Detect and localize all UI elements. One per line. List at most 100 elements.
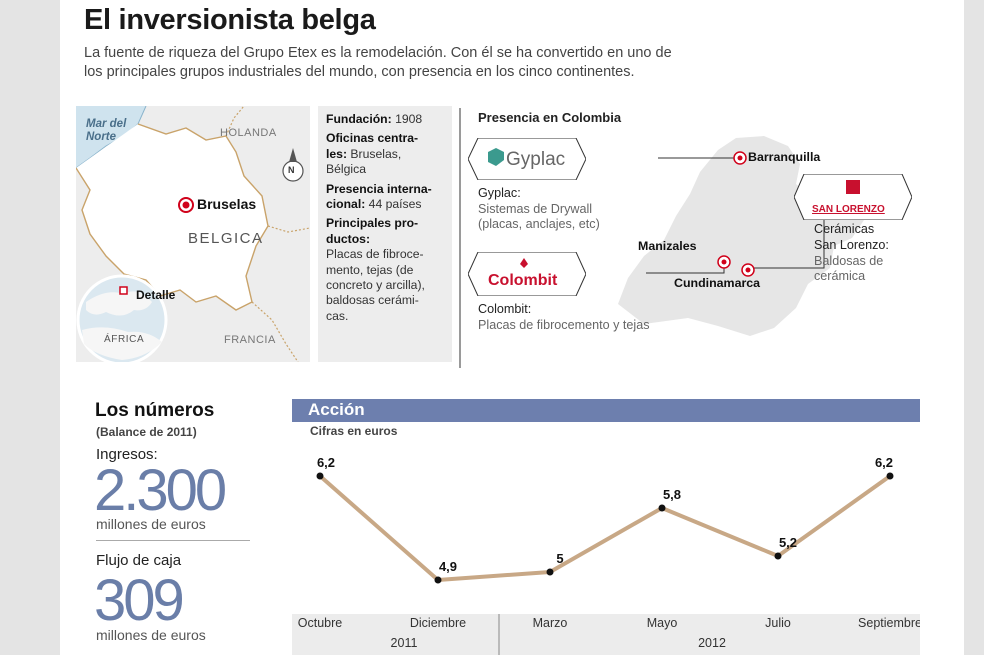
page-title: El inversionista belga [84, 4, 376, 36]
productos-line-1: Placas de fibroce- [326, 247, 424, 262]
series-line [318, 474, 892, 582]
belgium-shape [76, 123, 269, 311]
gyplac-desc-2: (placas, anclajes, etc) [478, 217, 600, 231]
year-label: 2011 [391, 636, 418, 650]
colombit-logo-box [468, 252, 586, 296]
data-point [546, 568, 554, 576]
productos-line-5: cas. [326, 308, 349, 323]
sanlorenzo-name-1: Cerámicas [814, 222, 875, 236]
colombit-desc: Placas de fibrocemento y tejas [478, 318, 650, 332]
globe-africa-land [82, 327, 162, 360]
chart-title: Acción [308, 400, 365, 419]
data-label: 5 [556, 551, 563, 566]
fundacion-value: 1908 [395, 112, 423, 126]
productos-line-4: baldosas cerámi- [326, 293, 419, 308]
colombit-logo-text: Colombit [488, 272, 558, 289]
presencia-row: Presencia interna- cional: 44 países [326, 182, 444, 213]
presencia-value: 44 países [368, 197, 422, 212]
detalle-label: Detalle [136, 288, 176, 302]
presencia-label-2: cional: [326, 197, 366, 212]
numbers-title: Los números [95, 400, 215, 421]
productos-row: Principales pro- ductos: Placas de fibro… [326, 216, 444, 324]
data-point [774, 552, 782, 560]
sanlorenzo-logo-text: SAN LORENZO [812, 204, 885, 215]
chart-subtitle: Cifras en euros [310, 424, 398, 438]
colombia-title: Presencia en Colombia [478, 110, 622, 125]
colombit-name: Colombit: [478, 302, 532, 316]
x-axis-band [292, 614, 920, 655]
productos-label-1: Principales pro- [326, 216, 419, 231]
sanlorenzo-logo-box [794, 174, 912, 220]
x-tick-label: Septiembre [858, 616, 920, 630]
francia-label: FRANCIA [224, 334, 276, 346]
productos-label-2: ductos: [326, 231, 371, 246]
chart-header-bar: Acción [292, 399, 920, 422]
sea-label-line-1: Mar del [86, 118, 127, 130]
sanlorenzo-desc-1: Baldosas de [814, 254, 884, 268]
oficinas-value-2: Bélgica [326, 162, 366, 177]
ingresos-unit: millones de euros [96, 516, 206, 532]
gyplac-desc-1: Sistemas de Drywall [478, 202, 593, 216]
x-tick-label: Marzo [533, 616, 568, 630]
sea-label: Mar del Norte [86, 118, 126, 144]
france-east-border [251, 301, 299, 362]
company-info-box: Fundación: 1908 Oficinas centra- les: Br… [318, 106, 452, 362]
section-divider [459, 108, 461, 368]
data-label: 5,2 [779, 535, 797, 550]
globe-europe-land [86, 291, 152, 316]
holanda-label: HOLANDA [220, 127, 277, 139]
numbers-divider [96, 540, 250, 541]
bruselas-label: Bruselas [197, 196, 257, 212]
data-label: 6,2 [875, 455, 893, 470]
bruselas-marker-dot [182, 201, 190, 209]
presencia-label-1: Presencia interna- [326, 181, 432, 196]
gyplac-name: Gyplac: [478, 186, 521, 200]
oficinas-label-1: Oficinas centra- [326, 131, 419, 146]
productos-line-3: concreto y arcilla), [326, 278, 425, 293]
cundinamarca-label: Cundinamarca [674, 276, 761, 290]
colombit-icon [520, 258, 528, 268]
belgium-map: Mar del Norte HOLANDA N Bruselas BELGICA… [76, 106, 310, 362]
detail-marker [119, 286, 128, 295]
gyplac-logo-text: Gyplac [506, 149, 566, 170]
data-point [658, 504, 666, 512]
belgica-label: BELGICA [188, 230, 264, 247]
line-chart: 6,2 Octubre 4,9 Diciembre 5 Marzo 5,8 Mayo 5,2 Ju… [292, 455, 920, 655]
numbers-subtitle: (Balance de 2011) [96, 425, 197, 439]
gyplac-icon [488, 148, 504, 166]
x-tick-label: Octubre [298, 616, 343, 630]
ingresos-value: 2.300 [94, 458, 227, 523]
data-point [886, 472, 894, 480]
fundacion-row: Fundación: 1908 [326, 112, 444, 127]
data-label: 5,8 [663, 487, 681, 502]
infographic-canvas: El inversionista belga La fuente de riqu… [60, 0, 964, 655]
productos-line-2: mento, tejas (de [326, 262, 414, 277]
sanlorenzo-name-2: San Lorenzo: [814, 238, 889, 252]
x-tick-label: Julio [765, 616, 791, 630]
oficinas-value-1: Bruselas, [350, 146, 402, 161]
data-label: 4,9 [439, 559, 457, 574]
belgium-map-svg [76, 106, 310, 362]
fundacion-label: Fundación: [326, 112, 392, 126]
data-point [434, 576, 442, 584]
data-label: 6,2 [317, 455, 335, 470]
oficinas-row: Oficinas centra- les: Bruselas, Bélgica [326, 131, 444, 177]
gyplac-logo-box [468, 138, 586, 180]
data-point [316, 472, 324, 480]
compass-n-icon: N [288, 165, 295, 175]
x-tick-label: Diciembre [410, 616, 466, 630]
compass-arrow [289, 148, 297, 162]
manizales-label: Manizales [638, 239, 697, 253]
flujo-value: 309 [94, 568, 185, 633]
intro-line-1: La fuente de riqueza del Grupo Etex es l… [84, 45, 672, 61]
flujo-label: Flujo de caja [96, 552, 182, 569]
x-tick-label: Mayo [647, 616, 678, 630]
intro-line-2: los principales grupos industriales del … [84, 64, 635, 80]
africa-label: ÁFRICA [104, 334, 145, 345]
sanlorenzo-desc-2: cerámica [814, 269, 866, 283]
ingresos-label: Ingresos: [96, 446, 158, 463]
sanlorenzo-icon [846, 180, 860, 194]
sea-label-line-2: Norte [86, 131, 117, 143]
colombia-shape [618, 136, 864, 336]
north-sea-shape [76, 106, 146, 168]
